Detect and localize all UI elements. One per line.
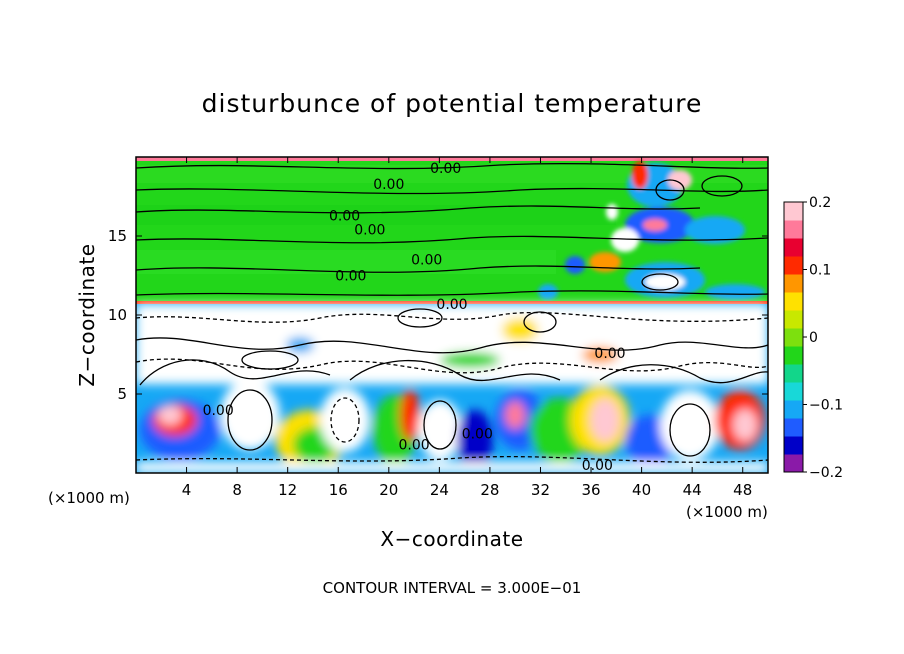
colorbar-cell: [784, 382, 803, 401]
colorbar-cell: [784, 454, 803, 473]
contour-label: 0.00: [354, 223, 385, 239]
contour-label: 0.00: [411, 253, 442, 269]
colorbar-cell: [784, 346, 803, 365]
colorbar-tick-label: 0.1: [809, 263, 831, 279]
y-tick-label: 15: [108, 227, 127, 245]
chart-title: disturbunce of potential temperature: [202, 89, 703, 118]
x-unit-left: (×1000 m): [48, 489, 130, 507]
contour-label: 0.00: [203, 403, 234, 419]
contour-label: 0.00: [462, 427, 493, 443]
x-tick-label: 8: [232, 481, 242, 499]
contour-label: 0.00: [582, 458, 613, 474]
colorbar-cell: [784, 202, 803, 221]
colorbar-tick-label: 0.2: [809, 195, 831, 211]
contour-label: 0.00: [398, 438, 429, 454]
contour-lines: [136, 162, 768, 463]
colorbar-cells: [784, 202, 803, 473]
colorbar-cell: [784, 310, 803, 329]
colorbar-tick-label: 0: [809, 330, 818, 346]
x-axis-label: X−coordinate: [380, 527, 523, 551]
colorbar-cell: [784, 238, 803, 257]
colorbar-cell: [784, 256, 803, 275]
plot-area: 0.000.000.000.000.000.000.000.000.000.00…: [136, 157, 768, 474]
contour-label: 0.00: [594, 346, 625, 362]
interface-line: [136, 301, 768, 304]
y-axis-ticks: 5 10 15: [108, 227, 768, 403]
y-tick-label: 10: [108, 306, 127, 324]
x-tick-label: 12: [278, 481, 297, 499]
colorbar-tick-label: −0.2: [809, 465, 843, 481]
colorbar-cell: [784, 274, 803, 293]
x-axis-ticks: 4 8 12 16 20 24 28 32 36 40 44 48: [182, 157, 752, 499]
x-tick-label: 4: [182, 481, 192, 499]
colorbar-ticks: 0.2 0.1 0 −0.1 −0.2: [803, 195, 843, 481]
contour-label: 0.00: [430, 161, 461, 177]
x-tick-label: 28: [480, 481, 499, 499]
x-tick-label: 44: [683, 481, 702, 499]
contour-label: 0.00: [436, 297, 467, 313]
colorbar-cell: [784, 328, 803, 347]
x-tick-label: 32: [531, 481, 550, 499]
colorbar: 0.2 0.1 0 −0.1 −0.2: [783, 195, 843, 481]
colorbar-tick-label: −0.1: [809, 398, 843, 414]
x-tick-label: 40: [632, 481, 651, 499]
x-tick-label: 20: [379, 481, 398, 499]
colorbar-cell: [784, 364, 803, 383]
x-tick-label: 16: [329, 481, 348, 499]
colorbar-cell: [784, 400, 803, 419]
x-unit-right: (×1000 m): [686, 503, 768, 521]
contour-interval-note: CONTOUR INTERVAL = 3.000E−01: [323, 579, 582, 597]
contour-label: 0.00: [373, 177, 404, 193]
y-tick-label: 5: [117, 385, 127, 403]
contour-label: 0.00: [329, 208, 360, 224]
colorbar-cell: [784, 418, 803, 437]
colorbar-cell: [784, 436, 803, 455]
colorbar-cell: [784, 292, 803, 311]
x-tick-label: 48: [733, 481, 752, 499]
x-tick-label: 36: [581, 481, 600, 499]
x-tick-label: 24: [430, 481, 449, 499]
contour-labels: 0.000.000.000.000.000.000.000.000.000.00…: [203, 161, 626, 474]
upper-layer-bands: [136, 157, 768, 274]
y-axis-label: Z−coordinate: [75, 243, 99, 386]
colorbar-cell: [784, 220, 803, 239]
contour-label: 0.00: [335, 269, 366, 285]
